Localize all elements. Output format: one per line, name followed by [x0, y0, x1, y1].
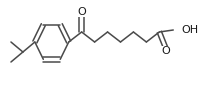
Text: O: O [160, 46, 169, 56]
Text: OH: OH [180, 25, 197, 35]
Text: O: O [77, 7, 86, 17]
